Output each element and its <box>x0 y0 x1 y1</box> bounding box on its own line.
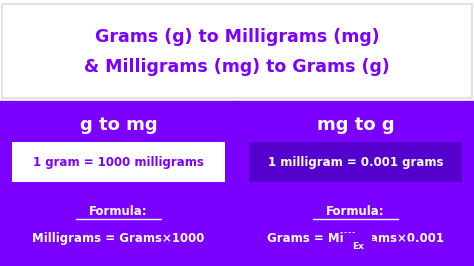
Text: Grams (g) to Milligrams (mg): Grams (g) to Milligrams (mg) <box>95 28 379 46</box>
FancyBboxPatch shape <box>344 233 372 259</box>
Text: Milligrams = Grams×1000: Milligrams = Grams×1000 <box>32 232 205 244</box>
FancyBboxPatch shape <box>2 4 472 98</box>
Bar <box>237 101 474 266</box>
Text: 1 gram = 1000 milligrams: 1 gram = 1000 milligrams <box>33 156 204 169</box>
Text: 1 milligram = 0.001 grams: 1 milligram = 0.001 grams <box>268 156 443 169</box>
Text: & Milligrams (mg) to Grams (g): & Milligrams (mg) to Grams (g) <box>84 57 390 76</box>
Text: Grams = Milligrams×0.001: Grams = Milligrams×0.001 <box>267 232 444 244</box>
Text: Formula:: Formula: <box>326 205 385 218</box>
Text: Formula:: Formula: <box>89 205 148 218</box>
Bar <box>0 101 237 266</box>
Text: mg to g: mg to g <box>317 116 394 134</box>
FancyBboxPatch shape <box>12 142 225 182</box>
FancyBboxPatch shape <box>249 142 462 182</box>
Text: Ex: Ex <box>352 242 364 251</box>
Bar <box>0 0 474 101</box>
Text: g to mg: g to mg <box>80 116 157 134</box>
Text: Examples.com: Examples.com <box>370 241 455 251</box>
